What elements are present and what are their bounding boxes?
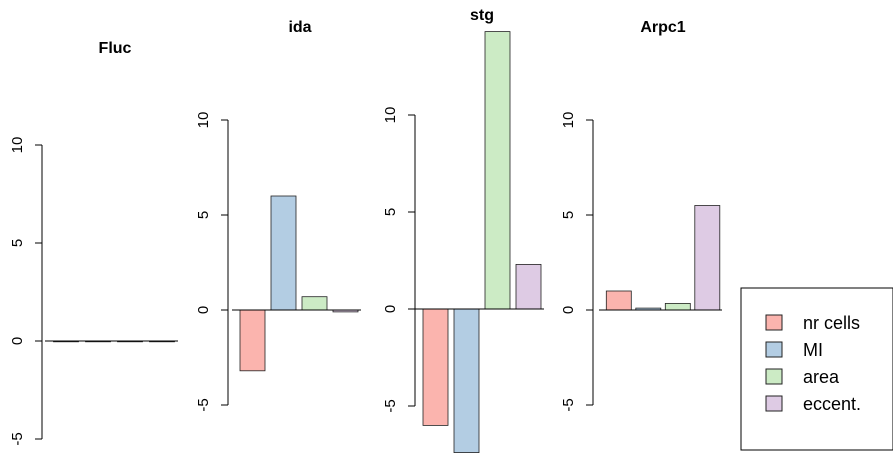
panel-1: ida -5 0 5 10	[195, 19, 361, 412]
panel-0: Fluc -5 0 5 10	[9, 40, 178, 446]
panel-title: stg	[470, 7, 494, 24]
y-tick-label: -5	[195, 398, 212, 411]
legend-swatch	[765, 341, 783, 358]
y-tick-label: 10	[195, 112, 212, 129]
y-tick-label: 10	[9, 137, 26, 154]
y-tick-label: -5	[382, 399, 399, 412]
legend-label: nr cells	[803, 313, 860, 333]
y-tick-label: 10	[382, 107, 399, 124]
bar-mi	[270, 195, 297, 311]
y-tick-label: 0	[560, 306, 577, 314]
bar-eccent	[694, 205, 721, 311]
bar-eccent	[515, 263, 542, 310]
y-tick-label: 5	[382, 208, 399, 216]
legend-swatch	[765, 314, 783, 331]
y-tick-label: 5	[560, 211, 577, 219]
y-tick-label: 0	[382, 305, 399, 313]
legend-swatch	[765, 395, 783, 412]
y-tick-label: 0	[9, 337, 26, 345]
y-tick-label: 0	[195, 306, 212, 314]
panel-3: Arpc1 -5 0 5 10	[560, 19, 722, 412]
bar-area	[664, 302, 691, 311]
bar-mi	[453, 308, 480, 454]
y-tick-label: -5	[560, 398, 577, 411]
y-tick-label: 5	[9, 239, 26, 247]
legend: nr cells MI area eccent.	[740, 287, 893, 451]
bar-nrcells	[605, 290, 632, 311]
panel-title: ida	[288, 19, 311, 36]
panel-title: Fluc	[99, 40, 132, 57]
panel-2: stg -5 0 5 10	[382, 7, 544, 454]
bar-area	[484, 31, 511, 310]
y-tick-label: 5	[195, 211, 212, 219]
bar-nrcells	[422, 308, 449, 426]
panel-title: Arpc1	[640, 19, 685, 36]
legend-swatch	[765, 368, 783, 385]
legend-label: eccent.	[803, 394, 861, 414]
y-tick-label: -5	[9, 432, 26, 445]
legend-label: area	[803, 367, 840, 387]
legend-label: MI	[803, 340, 823, 360]
bar-area	[301, 296, 328, 311]
y-tick-label: 10	[560, 112, 577, 129]
bar-nrcells	[239, 309, 266, 372]
